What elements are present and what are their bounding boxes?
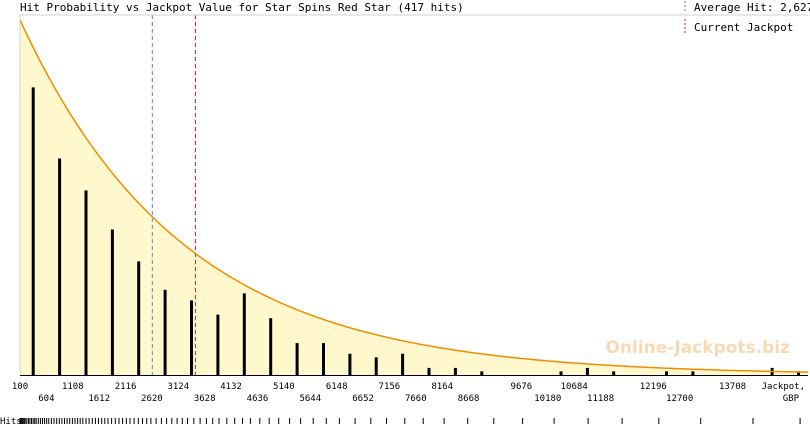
x-tick-label: 10180	[534, 394, 561, 404]
x-tick-label: 2116	[115, 382, 137, 392]
watermark: Online-Jackpots.biz	[605, 338, 790, 358]
x-tick-label: 7156	[379, 382, 401, 392]
bar	[612, 371, 616, 375]
bar	[84, 190, 88, 375]
bar	[190, 300, 193, 375]
plot-area	[19, 15, 808, 376]
x-tick-label: 9676	[511, 382, 533, 392]
bar	[31, 87, 35, 376]
x-tick-label: 4636	[247, 394, 269, 404]
bar	[137, 261, 141, 375]
bar	[480, 371, 484, 375]
bar	[797, 371, 800, 375]
x-tick-label: 100	[12, 382, 28, 392]
bar	[348, 353, 352, 375]
x-tick-label: 11188	[587, 394, 614, 404]
x-tick-label: 7660	[405, 394, 427, 404]
x-axis-label: Jackpot,	[762, 382, 805, 392]
x-tick-label: 8164	[431, 382, 453, 392]
bar	[295, 343, 299, 375]
bar	[427, 367, 431, 375]
legend-current-jackpot: Current Jackpot	[694, 21, 793, 34]
legend-average-hit: Average Hit: 2,627	[694, 1, 810, 14]
x-tick-label: 604	[38, 394, 54, 404]
bar	[216, 314, 220, 375]
x-tick-label: 5140	[273, 382, 295, 392]
probability-curve	[19, 19, 808, 373]
bar	[110, 229, 114, 375]
x-tick-label: 6652	[352, 394, 374, 404]
chart-title: Hit Probability vs Jackpot Value for Sta…	[20, 1, 464, 14]
x-tick-label: 8668	[458, 394, 480, 404]
x-tick-label: 12700	[666, 394, 693, 404]
bar	[242, 293, 246, 375]
bar	[559, 371, 563, 375]
bar	[585, 367, 589, 375]
x-tick-labels: 100 1108 2116 3124 4132 5140 6148 7156 8164 9676 1…	[12, 382, 746, 404]
x-tick-label: 6148	[326, 382, 348, 392]
bar	[374, 357, 378, 376]
hits-label: Hits	[0, 417, 22, 425]
bar	[269, 318, 273, 375]
x-tick-label: 10684	[561, 382, 588, 392]
bar	[322, 343, 325, 375]
x-tick-label: 12196	[640, 382, 667, 392]
bar	[401, 353, 405, 375]
x-tick-label: 3628	[194, 394, 216, 404]
probability-area	[20, 20, 808, 375]
x-tick-label: 1108	[62, 382, 84, 392]
bar-series	[31, 87, 800, 376]
bar	[163, 289, 167, 375]
x-tick-label: 3124	[167, 382, 189, 392]
x-tick-label: 5644	[299, 394, 321, 404]
bar	[58, 158, 62, 375]
x-tick-label: 13708	[719, 382, 746, 392]
bar	[453, 367, 457, 375]
x-tick-label: 1612	[88, 394, 110, 404]
bar	[691, 371, 695, 375]
bar	[665, 371, 668, 375]
x-tick-label: 2620	[141, 394, 163, 404]
x-tick-label: 4132	[220, 382, 242, 392]
x-axis-unit: GBP	[783, 394, 800, 404]
hits-rug	[19, 418, 801, 424]
